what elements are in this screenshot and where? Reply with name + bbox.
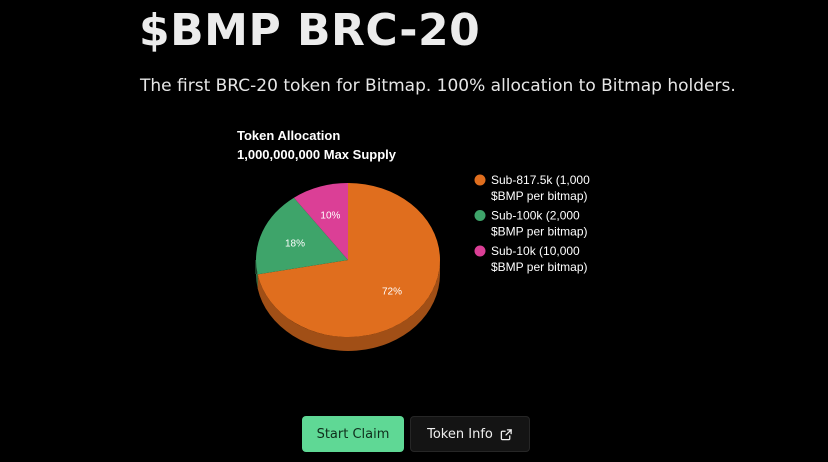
page-title: $BMP BRC-20 [139, 5, 481, 56]
chart-subtitle: 1,000,000,000 Max Supply [237, 147, 397, 162]
pie-label-0: 72% [382, 286, 402, 297]
external-link-icon [500, 428, 513, 441]
pie-slices [256, 183, 441, 337]
pie-side-0 [257, 260, 440, 352]
pie-slice-2 [293, 183, 348, 260]
token-info-label: Token Info [427, 426, 493, 442]
legend-label-2: Sub-10k (10,000 $BMP per bitmap) [491, 244, 588, 274]
start-claim-button[interactable]: Start Claim [302, 416, 404, 452]
start-claim-label: Start Claim [316, 426, 390, 442]
pie-slice-0 [257, 183, 441, 337]
allocation-pie-chart: Token Allocation 1,000,000,000 Max Suppl… [237, 128, 590, 352]
legend-label-0: Sub-817.5k (1,000 $BMP per bitmap) [491, 173, 590, 203]
legend-item-1: Sub-100k (2,000 $BMP per bitmap) [474, 209, 588, 239]
chart-title: Token Allocation [237, 128, 340, 143]
page-subtitle: The first BRC-20 token for Bitmap. 100% … [140, 76, 736, 96]
token-info-button[interactable]: Token Info [410, 416, 530, 452]
legend-swatch-1 [474, 210, 486, 221]
pie-label-2: 10% [320, 211, 340, 222]
pie-labels: 72% 18% 10% [285, 211, 402, 298]
pie-side-1 [256, 260, 258, 289]
pie-depth [255, 260, 440, 352]
pie-slice-1 [256, 197, 348, 275]
legend-swatch-0 [474, 174, 486, 186]
chart-legend: Sub-817.5k (1,000 $BMP per bitmap) Sub-100… [474, 173, 590, 274]
pie-label-1: 18% [285, 238, 305, 249]
legend-item-2: Sub-10k (10,000 $BMP per bitmap) [474, 244, 588, 274]
legend-item-0: Sub-817.5k (1,000 $BMP per bitmap) [474, 173, 590, 203]
legend-label-1: Sub-100k (2,000 $BMP per bitmap) [491, 209, 588, 239]
action-buttons: Start Claim Token Info [302, 416, 530, 452]
legend-swatch-2 [474, 245, 486, 257]
